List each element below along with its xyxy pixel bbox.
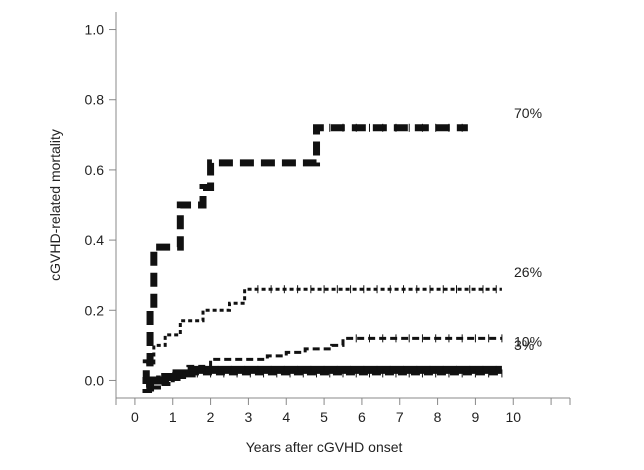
x-tick-label-0: 0 [131, 409, 139, 425]
x-tick-label-9: 9 [472, 409, 480, 425]
x-tick-label-10: 10 [505, 409, 521, 425]
x-ticks: 0 1 2 3 4 5 6 7 8 9 10 [115, 398, 571, 425]
y-tick-label-2: 0.4 [85, 232, 105, 248]
series-line-0 [142, 124, 468, 384]
series-end-label-3: 3% [514, 337, 534, 353]
series-end-label-2: 10% [514, 333, 542, 349]
series-end-label-0: 70% [514, 105, 542, 121]
y-axis-title: cGVHD-related mortality [47, 129, 63, 281]
y-ticks: 0.0 0.2 0.4 0.6 0.8 1.0 [85, 22, 116, 388]
x-axis-title: Years after cGVHD onset [246, 439, 403, 455]
y-tick-label-1: 0.2 [85, 302, 105, 318]
end-labels: 70% 26% 10%3% [514, 105, 542, 353]
x-tick-label-6: 6 [358, 409, 366, 425]
y-tick-label-0: 0.0 [85, 372, 105, 388]
series-censor-marks-0 [329, 123, 463, 132]
x-tick-label-4: 4 [282, 409, 290, 425]
series-layer [142, 123, 503, 393]
y-tick-label-3: 0.6 [85, 162, 105, 178]
x-tick-label-2: 2 [207, 409, 215, 425]
series-end-label-1: 26% [514, 264, 542, 280]
x-tick-label-5: 5 [320, 409, 328, 425]
y-tick-label-4: 0.8 [85, 92, 105, 108]
series-censor-marks-4 [196, 369, 503, 378]
x-tick-label-1: 1 [169, 409, 177, 425]
series-line-1 [146, 287, 502, 365]
y-tick-label-5: 1.0 [85, 22, 105, 38]
series-censor-marks-1 [257, 285, 497, 294]
x-tick-label-7: 7 [396, 409, 404, 425]
series-censor-marks-2 [355, 334, 503, 343]
x-tick-label-3: 3 [245, 409, 253, 425]
axes [115, 12, 570, 399]
x-tick-label-8: 8 [434, 409, 442, 425]
series-line-4 [142, 371, 502, 393]
